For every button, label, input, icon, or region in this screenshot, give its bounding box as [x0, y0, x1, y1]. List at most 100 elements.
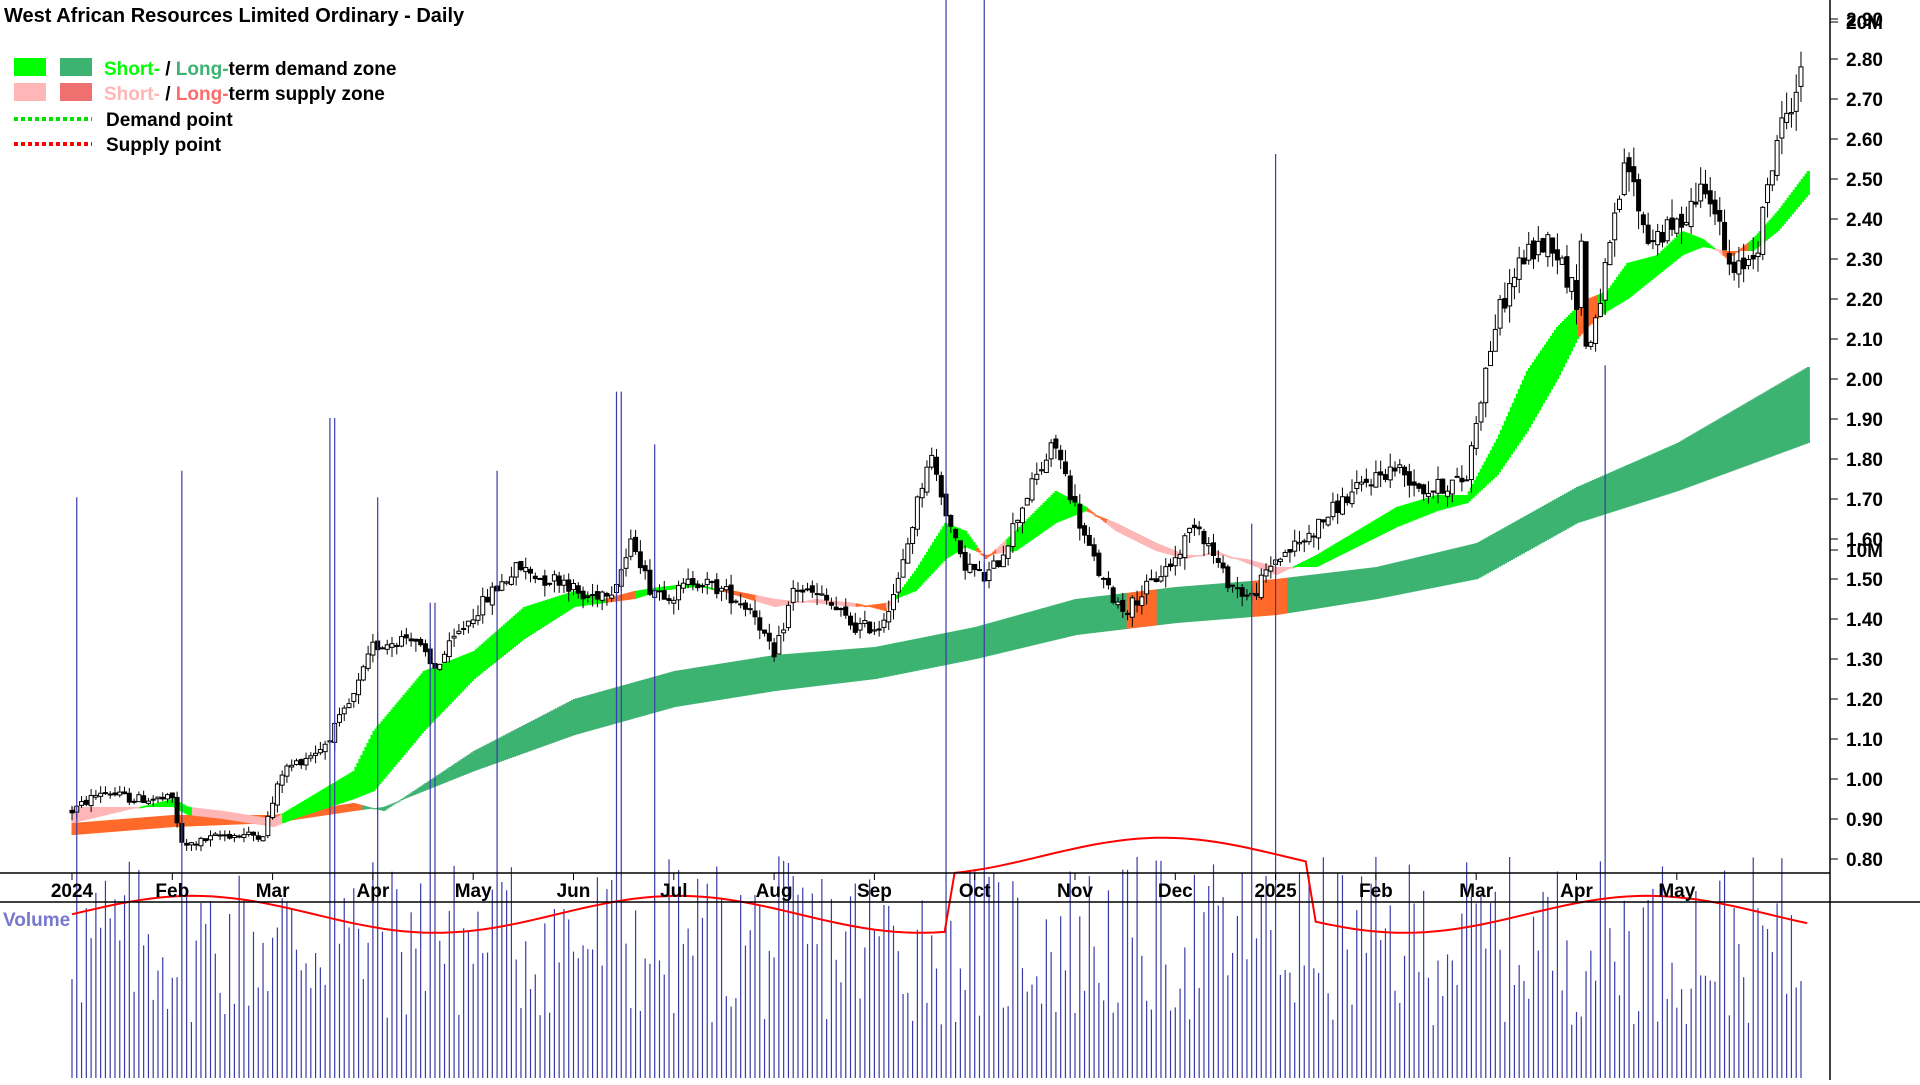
short-zone-slice — [1379, 516, 1383, 535]
long-zone-slice — [1186, 586, 1191, 623]
long-zone-slice — [1686, 437, 1690, 488]
long-zone-slice — [1064, 601, 1068, 638]
long-zone-slice — [1457, 547, 1461, 583]
long-zone-slice — [538, 716, 543, 748]
long-zone-slice — [1267, 579, 1271, 616]
short-zone-slice — [587, 594, 591, 606]
long-zone-slice — [416, 788, 420, 794]
long-zone-slice — [1738, 406, 1742, 469]
long-zone-slice — [1104, 595, 1108, 632]
long-zone-slice — [916, 638, 920, 671]
long-zone-slice — [823, 651, 827, 685]
candle-body — [547, 582, 553, 585]
long-zone-slice — [462, 757, 466, 775]
short-zone-slice — [524, 606, 529, 638]
long-zone-slice — [366, 806, 370, 810]
short-zone-slice — [510, 617, 515, 649]
short-zone-slice — [514, 614, 519, 646]
short-zone-slice — [609, 597, 613, 603]
candle-body — [246, 831, 252, 836]
long-zone-slice — [1764, 391, 1768, 459]
candle-body — [1511, 276, 1517, 288]
price-tick-label: 2.30 — [1846, 250, 1883, 271]
short-zone-slice — [526, 605, 531, 637]
short-zone-slice — [1774, 213, 1778, 233]
short-zone-slice — [356, 763, 360, 798]
long-zone-slice — [1437, 552, 1441, 587]
candle-body — [1535, 240, 1541, 256]
candle-body — [1067, 475, 1073, 501]
long-zone-slice — [1178, 586, 1183, 623]
long-zone-slice — [1778, 383, 1782, 454]
long-zone-slice — [1409, 558, 1413, 593]
long-zone-slice — [1576, 487, 1580, 523]
short-zone-slice — [1666, 245, 1670, 267]
long-zone-slice — [727, 662, 731, 699]
short-zone-slice — [1126, 529, 1130, 537]
candle-body — [308, 755, 314, 759]
candle-body — [991, 560, 997, 569]
long-zone-slice — [795, 653, 799, 689]
short-zone-slice — [1054, 491, 1058, 523]
long-zone-slice — [1116, 593, 1120, 630]
short-zone-slice — [528, 605, 533, 636]
long-zone-slice — [1403, 560, 1407, 594]
short-zone-slice — [1409, 502, 1413, 522]
long-zone-slice — [1774, 385, 1778, 455]
long-zone-slice — [388, 804, 392, 807]
candle-body — [1378, 471, 1384, 476]
short-zone-slice — [1263, 563, 1267, 571]
long-zone-slice — [1620, 467, 1624, 509]
short-zone-slice — [125, 807, 129, 811]
long-zone-slice — [518, 727, 523, 755]
candle-body — [1225, 566, 1231, 589]
long-zone-slice — [905, 640, 910, 673]
long-zone-slice — [522, 725, 527, 753]
long-zone-slice — [117, 819, 121, 832]
long-zone-slice — [1399, 561, 1403, 595]
long-zone-slice — [1317, 573, 1321, 609]
short-zone-slice — [1543, 344, 1548, 400]
candle-body — [671, 599, 677, 604]
short-zone-slice — [1457, 495, 1461, 506]
long-zone-slice — [406, 795, 410, 798]
short-zone-slice — [1455, 495, 1459, 506]
candle-body — [1148, 578, 1154, 581]
short-zone-slice — [1778, 208, 1782, 229]
long-zone-slice — [841, 649, 846, 683]
long-zone-slice — [1467, 544, 1471, 581]
short-zone-slice — [573, 591, 577, 607]
candle-body — [1425, 492, 1431, 497]
short-zone-slice — [811, 599, 815, 603]
volume-title: Volume — [3, 910, 70, 931]
long-zone-slice — [404, 796, 408, 799]
short-zone-slice — [883, 603, 888, 611]
long-zone-slice — [1413, 557, 1417, 592]
long-zone-slice — [209, 815, 214, 826]
short-zone-slice — [81, 807, 85, 821]
long-zone-slice — [1557, 497, 1562, 534]
candle-body — [647, 569, 653, 595]
long-zone-slice — [1477, 541, 1481, 578]
candle-body — [1287, 549, 1293, 553]
candle-body — [1650, 240, 1656, 243]
short-zone-slice — [1188, 555, 1193, 558]
long-zone-slice — [970, 627, 974, 660]
long-zone-slice — [350, 803, 354, 812]
short-zone-slice — [639, 590, 643, 598]
candle-body — [709, 581, 715, 584]
short-zone-slice — [402, 695, 406, 755]
long-zone-slice — [181, 815, 186, 827]
long-zone-slice — [189, 815, 194, 827]
candle-body — [752, 610, 758, 618]
candle-body — [1263, 569, 1269, 577]
short-zone-slice — [743, 593, 747, 598]
short-zone-slice — [454, 658, 458, 698]
short-zone-slice — [984, 555, 988, 559]
short-zone-slice — [262, 817, 266, 826]
long-zone-slice — [1022, 613, 1026, 648]
long-zone-slice — [1710, 423, 1714, 479]
short-zone-slice — [1160, 545, 1164, 553]
short-zone-slice — [711, 588, 715, 590]
candle-body — [604, 592, 610, 597]
